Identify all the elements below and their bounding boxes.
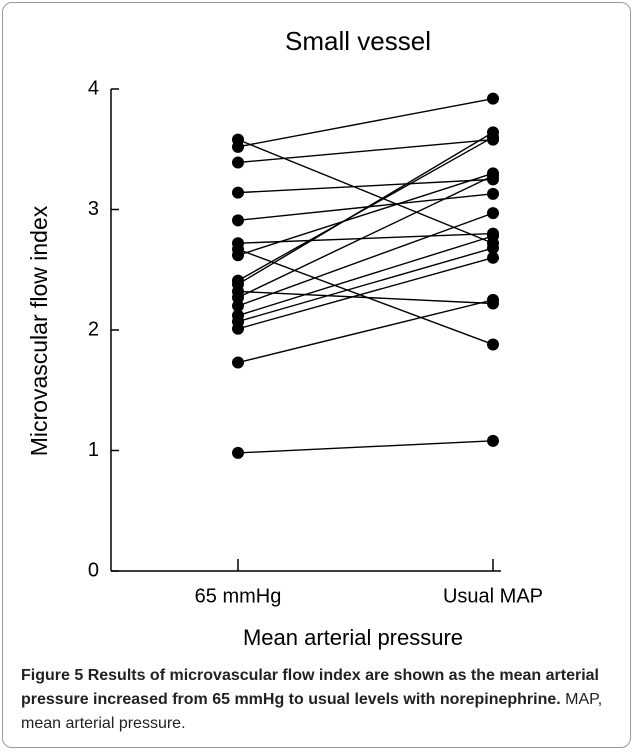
point <box>487 293 499 306</box>
series-line <box>237 138 494 164</box>
point <box>487 207 499 220</box>
y-tick-label: 4 <box>88 77 99 99</box>
point <box>232 299 244 312</box>
x-tick-label: 65 mmHg <box>195 585 282 607</box>
point <box>232 214 244 227</box>
point <box>232 356 244 369</box>
point <box>487 169 499 182</box>
point <box>232 291 244 304</box>
series-line <box>237 232 494 244</box>
y-axis-label: Microvascular flow index <box>26 205 52 456</box>
caption-text: MAP, mean arterial pressure. <box>21 691 603 732</box>
series-line <box>237 131 494 285</box>
series-line <box>237 299 494 364</box>
point <box>232 249 244 262</box>
point <box>232 446 244 459</box>
series-line <box>237 247 494 323</box>
series-line <box>237 290 494 305</box>
series-line <box>237 257 494 330</box>
y-tick-label: 1 <box>88 439 99 461</box>
series-line <box>237 178 494 194</box>
series-line <box>237 138 494 244</box>
point <box>487 242 499 255</box>
series-line <box>237 440 494 454</box>
chart-title: Small vessel <box>285 26 431 56</box>
y-tick-label: 0 <box>88 559 99 581</box>
point <box>487 187 499 200</box>
point <box>232 322 244 335</box>
caption: Figure 5 Results of microvascular flow i… <box>21 664 621 736</box>
x-axis-label: Mean arterial pressure <box>243 625 463 650</box>
point <box>487 434 499 447</box>
series-line <box>237 175 494 299</box>
caption-bold: Results of microvascular flow index are … <box>21 667 599 708</box>
point <box>487 338 499 351</box>
point <box>487 92 499 105</box>
series-line <box>237 193 494 222</box>
series-line <box>237 235 494 317</box>
y-tick-label: 2 <box>88 318 99 340</box>
point <box>232 140 244 153</box>
point <box>487 126 499 139</box>
point <box>232 186 244 199</box>
y-tick-label: 3 <box>88 198 99 220</box>
series-line <box>237 172 494 256</box>
caption-label: Figure 5 <box>21 667 84 684</box>
point <box>487 230 499 243</box>
series-line <box>237 97 494 148</box>
point <box>487 251 499 264</box>
series-line <box>237 212 494 307</box>
chart: Small vessel Microvascular flow index Me… <box>26 26 543 650</box>
x-tick-label: Usual MAP <box>443 585 543 607</box>
point <box>232 156 244 169</box>
